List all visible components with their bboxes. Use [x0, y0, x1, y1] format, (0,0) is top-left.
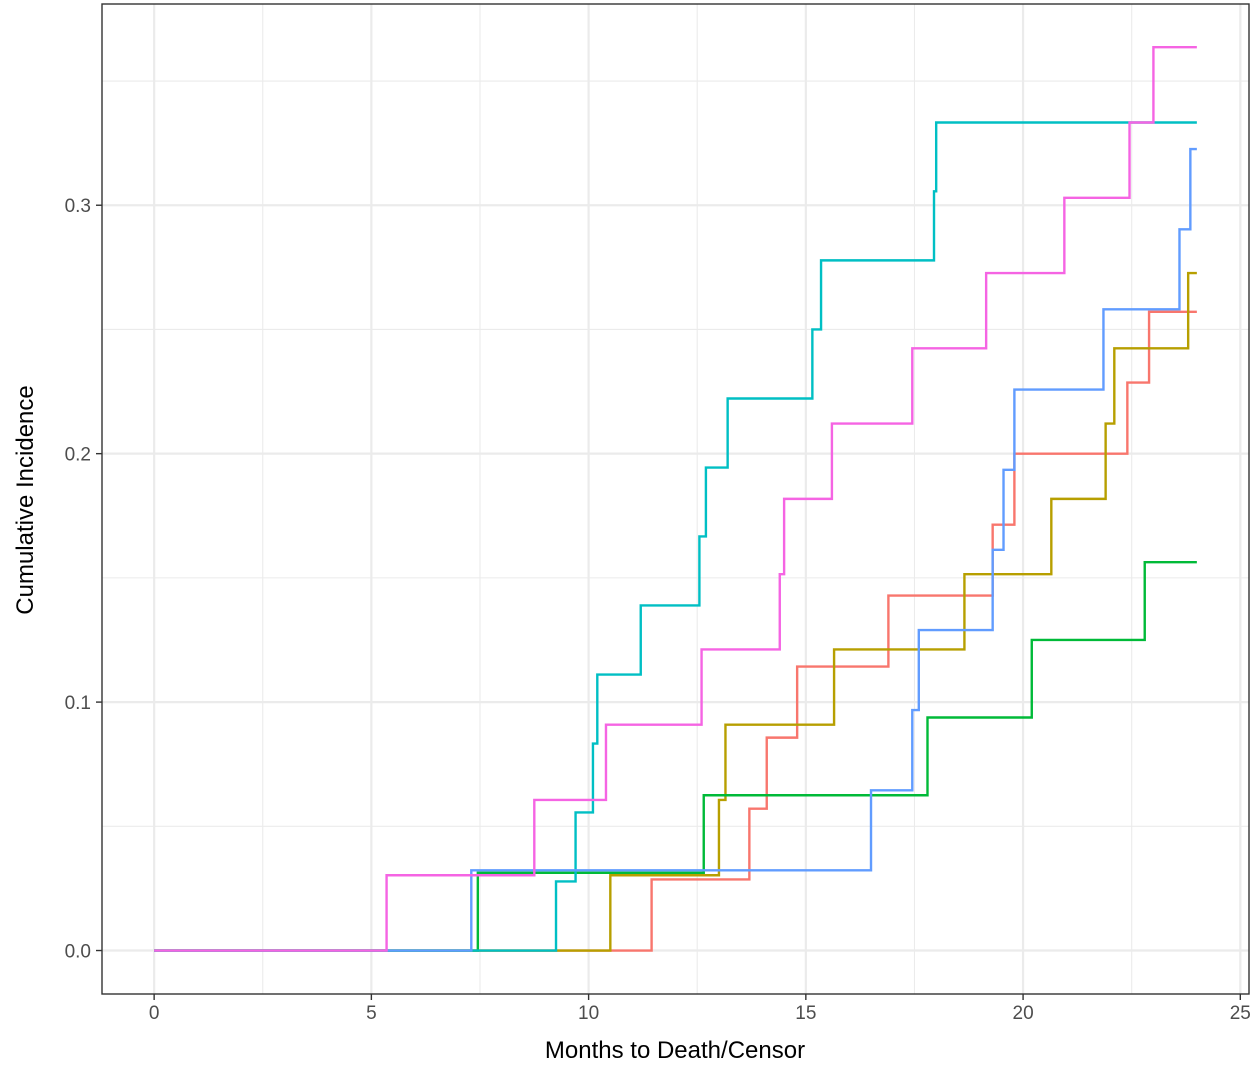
series-line-2: [154, 271, 1197, 952]
x-tick-label: 0: [149, 1003, 160, 1024]
panel-border: [101, 3, 1250, 995]
series-line-1: [154, 310, 1197, 952]
series-line-4: [154, 121, 1197, 952]
x-axis: 0 5 10 15 20 25: [149, 994, 1251, 1024]
minor-gridlines: [102, 4, 1249, 994]
series-line-3: [154, 561, 1197, 952]
series-line-6: [154, 46, 1197, 952]
x-tick-label: 20: [1013, 1003, 1034, 1024]
y-axis: 0.0 0.1 0.2 0.3: [65, 196, 102, 963]
x-tick-label: 25: [1230, 1003, 1251, 1024]
y-tick-label: 0.1: [65, 693, 91, 714]
x-tick-label: 15: [795, 1003, 816, 1024]
y-tick-label: 0.0: [65, 942, 91, 963]
series-lines: [154, 46, 1197, 952]
x-tick-label: 10: [578, 1003, 599, 1024]
y-tick-label: 0.3: [65, 196, 91, 217]
y-tick-label: 0.2: [65, 445, 91, 466]
y-axis-title: Cumulative Incidence: [12, 385, 39, 614]
x-tick-label: 5: [366, 1003, 377, 1024]
x-axis-title: Months to Death/Censor: [545, 1037, 805, 1064]
series-line-5: [154, 147, 1197, 952]
